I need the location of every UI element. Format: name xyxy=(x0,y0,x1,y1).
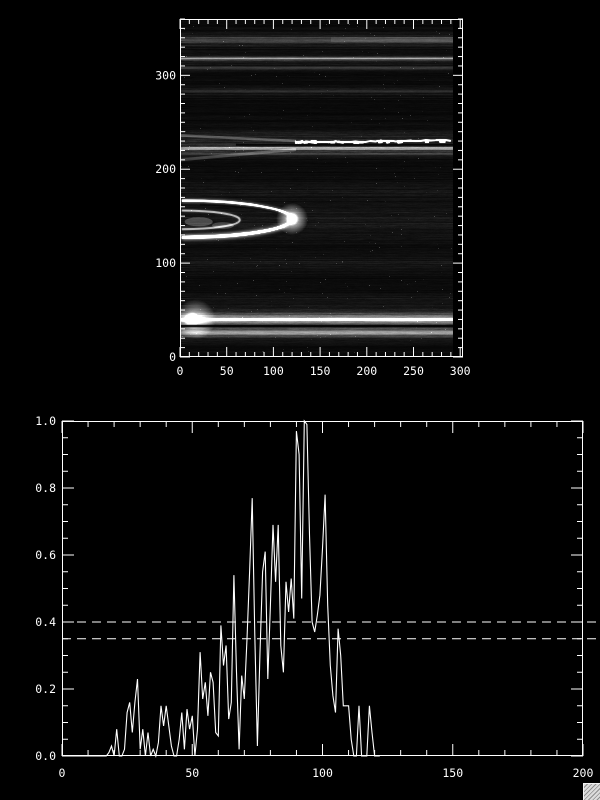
top-x-tick-label: 50 xyxy=(220,364,234,378)
top-x-tick-label: 250 xyxy=(403,364,424,378)
bottom-x-tick-label: 100 xyxy=(312,766,333,780)
top-x-tick-label: 100 xyxy=(263,364,284,378)
bottom-y-tick-label: 1.0 xyxy=(35,414,56,428)
profile-line xyxy=(62,419,380,758)
bottom-x-tick-label: 0 xyxy=(59,766,66,780)
bottom-y-tick-label: 0.8 xyxy=(35,481,56,495)
resize-grip-icon[interactable] xyxy=(583,783,600,800)
top-x-tick-label: 150 xyxy=(310,364,331,378)
bottom-y-tick-label: 0.2 xyxy=(35,682,56,696)
bottom-y-tick-label: 0.6 xyxy=(35,548,56,562)
top-plot-frame xyxy=(180,19,463,357)
top-y-tick-label: 0 xyxy=(169,350,176,364)
bottom-y-tick-label: 0.4 xyxy=(35,615,56,629)
top-x-tick-label: 0 xyxy=(177,364,184,378)
bottom-x-tick-label: 50 xyxy=(185,766,199,780)
bottom-x-tick-label: 150 xyxy=(442,766,463,780)
bottom-x-tick-label: 200 xyxy=(573,766,594,780)
top-y-tick-label: 100 xyxy=(155,256,176,270)
bottom-plot-frame xyxy=(62,421,583,756)
top-x-tick-label: 300 xyxy=(450,364,471,378)
spectrogram-image xyxy=(181,20,453,357)
top-x-tick-label: 200 xyxy=(356,364,377,378)
bottom-y-tick-label: 0.0 xyxy=(35,749,56,763)
top-y-tick-label: 200 xyxy=(155,162,176,176)
top-y-tick-label: 300 xyxy=(155,68,176,82)
